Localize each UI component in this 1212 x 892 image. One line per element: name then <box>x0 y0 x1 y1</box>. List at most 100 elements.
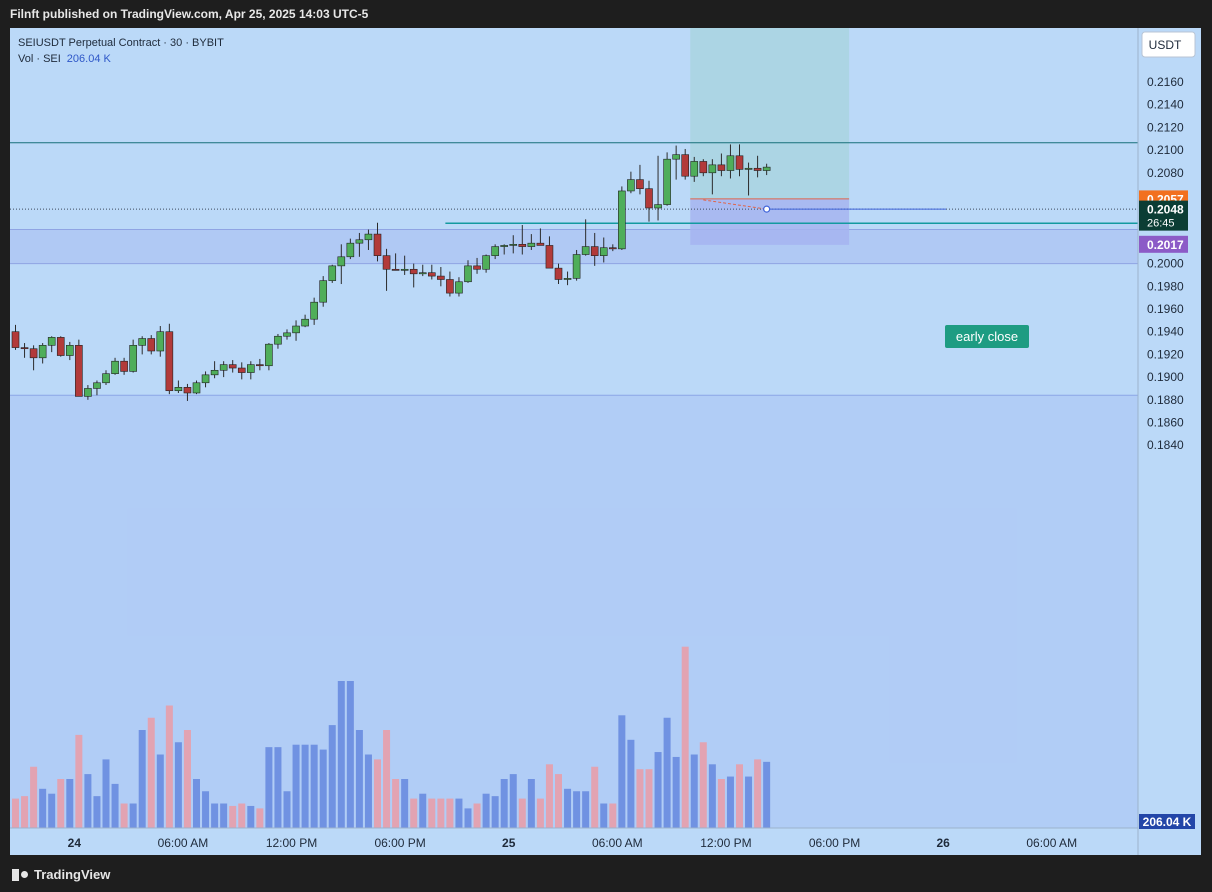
candle-body <box>618 190 626 250</box>
volume-bar <box>310 744 318 828</box>
currency-button[interactable]: USDT <box>1141 31 1196 58</box>
volume-bar <box>75 734 83 828</box>
x-tick-label: 12:00 PM <box>266 836 317 850</box>
price-label-value: 0.2048 <box>1147 203 1184 217</box>
candle-body <box>174 387 183 392</box>
candle-body <box>654 204 662 209</box>
currency-button-box <box>1141 31 1196 58</box>
volume-bar <box>491 796 499 828</box>
volume-bar <box>111 783 119 828</box>
chart-svg[interactable]: early close USDT 0.2160 0.2140 0.2120 0.2100 0… <box>0 0 1212 856</box>
volume-bar <box>84 774 92 828</box>
volume-bar <box>401 779 409 828</box>
volume-bar <box>482 793 490 828</box>
volume-bar <box>663 717 671 828</box>
candle-body <box>500 245 509 247</box>
candle-body <box>717 164 726 171</box>
volume-axis-value: 206.04 K <box>1143 815 1192 829</box>
volume-bar <box>211 803 219 828</box>
price-label-value: 0.2017 <box>1147 238 1184 252</box>
symbol-line[interactable]: SEIUSDT Perpetual Contract · 30 · BYBIT <box>18 37 224 49</box>
candle-body <box>572 254 581 279</box>
candle-body <box>663 158 671 205</box>
candle-body <box>681 154 690 177</box>
candle-body <box>228 364 237 369</box>
early-close-badge <box>945 325 1029 348</box>
candle-body <box>47 337 56 346</box>
volume-bar <box>102 759 110 828</box>
volume-bar <box>193 779 200 828</box>
volume-bar <box>12 798 19 828</box>
y-tick-label: 0.2140 <box>1147 98 1184 112</box>
volume-bar <box>509 774 517 828</box>
x-tick-label: 06:00 PM <box>374 836 425 850</box>
y-tick-label: 0.1840 <box>1147 438 1184 452</box>
volume-bar <box>355 730 363 828</box>
early-close-marker <box>763 205 771 213</box>
candle-body <box>337 256 346 267</box>
volume-bar <box>582 791 590 828</box>
volume-bar <box>518 798 526 828</box>
volume-bar <box>636 769 644 828</box>
candle-body <box>111 360 119 374</box>
candle-body <box>409 268 418 275</box>
volume-bar <box>292 744 300 828</box>
candle-body <box>608 247 617 250</box>
volume-bar <box>301 744 309 828</box>
y-tick-label: 0.1880 <box>1147 393 1184 407</box>
volume-bar <box>238 803 246 828</box>
candle-body <box>75 345 83 397</box>
candle-body <box>455 281 463 294</box>
candle-body <box>147 338 156 352</box>
volume-bar <box>654 752 662 828</box>
volume-bar <box>455 798 463 828</box>
y-tick-label: 0.2160 <box>1147 75 1184 89</box>
y-tick-label: 0.1980 <box>1147 279 1184 293</box>
candle-body <box>391 268 400 271</box>
volume-axis-box <box>1139 814 1195 829</box>
price-label: 0.2017 <box>1139 235 1188 253</box>
volume-bar <box>364 754 372 828</box>
volume-bar <box>428 798 436 828</box>
volume-bar <box>183 730 191 828</box>
candle-body <box>735 155 744 170</box>
candle-body <box>93 382 101 389</box>
volume-bar <box>536 798 544 828</box>
volume-bar <box>754 759 762 828</box>
volume-bar <box>464 808 472 828</box>
volume-bar <box>21 796 29 828</box>
volume-bar <box>591 766 599 828</box>
volume-bar <box>156 754 164 828</box>
brand-text: TradingView <box>34 867 111 882</box>
candle-body <box>256 364 264 367</box>
candle-body <box>156 331 165 352</box>
y-tick-label: 0.2120 <box>1147 120 1184 134</box>
volume-bar <box>374 759 381 828</box>
candle-body <box>120 360 128 372</box>
candle-body <box>418 272 427 275</box>
candle-body <box>563 278 572 280</box>
candle-body <box>29 348 38 359</box>
y-tick-label: 0.1900 <box>1147 370 1184 384</box>
volume-bar <box>555 774 562 828</box>
candle-body <box>165 331 174 392</box>
candle-body <box>400 268 409 271</box>
candle-body <box>382 255 391 270</box>
candle-body <box>554 267 563 280</box>
volume-bar <box>437 798 445 828</box>
volume-bar <box>419 793 427 828</box>
x-tick-label: 06:00 AM <box>592 836 643 850</box>
candle-body <box>364 233 373 241</box>
tradingview-logo[interactable]: TradingView <box>12 867 110 882</box>
volume-bar <box>346 681 354 828</box>
volume-bar <box>446 798 454 828</box>
candle-body <box>482 255 490 270</box>
x-tick-label: 06:00 PM <box>809 836 860 850</box>
candle-body <box>319 280 328 303</box>
volume-bar <box>736 764 743 828</box>
volume-bar <box>30 766 38 828</box>
volume-bar <box>147 717 155 828</box>
position-path-line <box>703 199 767 210</box>
candle-body <box>192 382 201 394</box>
vol-label: Vol · SEI <box>18 53 61 65</box>
